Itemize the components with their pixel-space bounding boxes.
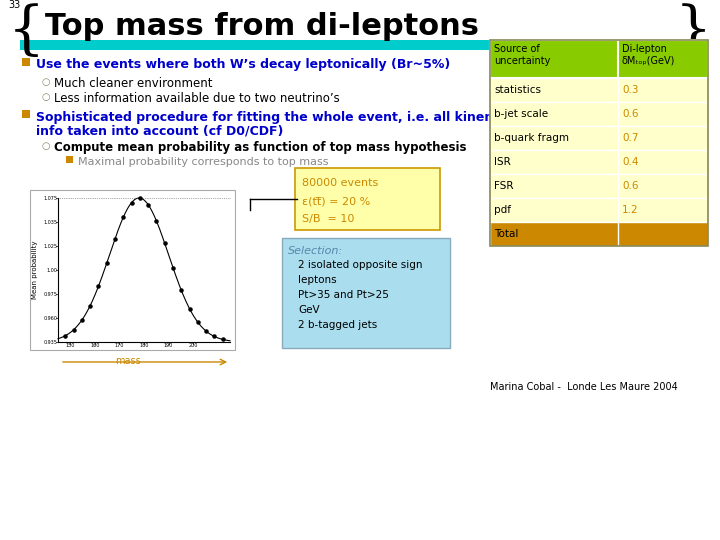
Point [143,200,154,209]
Text: ○: ○ [42,92,50,102]
Text: 1.7: 1.7 [622,229,639,239]
Text: {: { [8,4,45,60]
Bar [282,238,450,348]
Bar [490,78,708,102]
Text: 0.6: 0.6 [622,181,639,191]
Text: 200: 200 [189,343,198,348]
Point [93,282,104,291]
Text: mass: mass [114,356,140,366]
Point [84,301,96,310]
Text: 0.4: 0.4 [622,157,639,167]
Text: statistics: statistics [494,85,541,95]
Text: 1.00: 1.00 [46,267,57,273]
Text: ○: ○ [42,141,50,151]
Bar [490,126,708,150]
Point [109,234,121,243]
Point [101,259,112,267]
Text: Compute mean probability as function of top mass hypothesis: Compute mean probability as function of … [54,141,467,154]
Text: Maximal probability corresponds to top mass: Maximal probability corresponds to top m… [78,157,328,167]
Text: Top mass from di-leptons: Top mass from di-leptons [45,12,479,41]
Text: b-quark fragm: b-quark fragm [494,133,569,143]
Point [68,326,79,334]
Text: S/B  = 10: S/B = 10 [302,214,354,224]
Text: 170: 170 [114,343,124,348]
Text: 33: 33 [8,0,20,10]
Text: Less information available due to two neutrino’s: Less information available due to two ne… [54,92,340,105]
Text: 1.075: 1.075 [43,195,57,200]
Text: 1.025: 1.025 [43,244,57,248]
Point [159,239,171,247]
Text: pdf: pdf [494,205,511,215]
Bar [490,40,708,78]
Point [209,332,220,341]
Text: FSR: FSR [494,181,513,191]
Bar [295,168,440,230]
Text: Use the events where both W’s decay leptonically (Br~5%): Use the events where both W’s decay lept… [36,58,450,71]
Text: 160: 160 [90,343,99,348]
Text: 1.2: 1.2 [622,205,639,215]
Point [150,217,162,225]
Text: 1.035: 1.035 [43,219,57,225]
Bar [22,58,30,66]
Text: GeV: GeV [298,305,320,315]
Point [167,264,179,272]
Bar [22,110,30,118]
Point [184,305,195,313]
Bar [490,40,708,246]
Text: 180: 180 [139,343,149,348]
Text: 0.3: 0.3 [622,85,639,95]
Bar [490,198,708,222]
Text: Selection:: Selection: [288,246,343,256]
Text: leptons: leptons [298,275,337,285]
Bar [490,102,708,126]
Point [200,327,212,335]
Text: Sophisticated procedure for fitting the whole event, i.e. all kinematical: Sophisticated procedure for fitting the … [36,111,536,124]
Text: 0.975: 0.975 [43,292,57,296]
Text: 80000 events: 80000 events [302,178,378,188]
Text: info taken into account (cf D0/CDF): info taken into account (cf D0/CDF) [36,124,284,137]
Point [60,332,71,340]
Text: 2 isolated opposite sign: 2 isolated opposite sign [298,260,423,270]
Bar [490,222,708,246]
Text: 190: 190 [164,343,174,348]
Bar [30,190,235,350]
Text: 0.7: 0.7 [622,133,639,143]
Text: Total: Total [494,229,518,239]
Text: ε(tt̅) = 20 %: ε(tt̅) = 20 % [302,196,370,206]
Point [134,194,145,202]
Bar [66,156,73,163]
Text: Source of
uncertainty: Source of uncertainty [494,44,550,65]
Text: 0.935: 0.935 [43,340,57,345]
Bar [490,150,708,174]
Text: Di-lepton
δMₜₒₚ(GeV): Di-lepton δMₜₒₚ(GeV) [622,44,675,65]
Bar [490,174,708,198]
Text: }: } [675,4,712,60]
Text: Much cleaner environment: Much cleaner environment [54,77,212,90]
Text: Marina Cobal -  Londe Les Maure 2004: Marina Cobal - Londe Les Maure 2004 [490,382,678,392]
Text: ISR: ISR [494,157,510,167]
Text: 150: 150 [66,343,75,348]
Point [126,198,138,207]
Point [176,286,187,294]
Text: Mean probability: Mean probability [32,241,38,299]
Bar [20,40,700,50]
Point [117,213,129,221]
Text: ○: ○ [42,77,50,87]
Text: 2 b-tagged jets: 2 b-tagged jets [298,320,377,330]
Text: Pt>35 and Pt>25: Pt>35 and Pt>25 [298,290,389,300]
Text: 0.960: 0.960 [43,315,57,321]
Text: b-jet scale: b-jet scale [494,109,548,119]
Point [217,335,228,344]
Point [192,318,204,327]
Point [76,316,88,325]
Text: 0.6: 0.6 [622,109,639,119]
